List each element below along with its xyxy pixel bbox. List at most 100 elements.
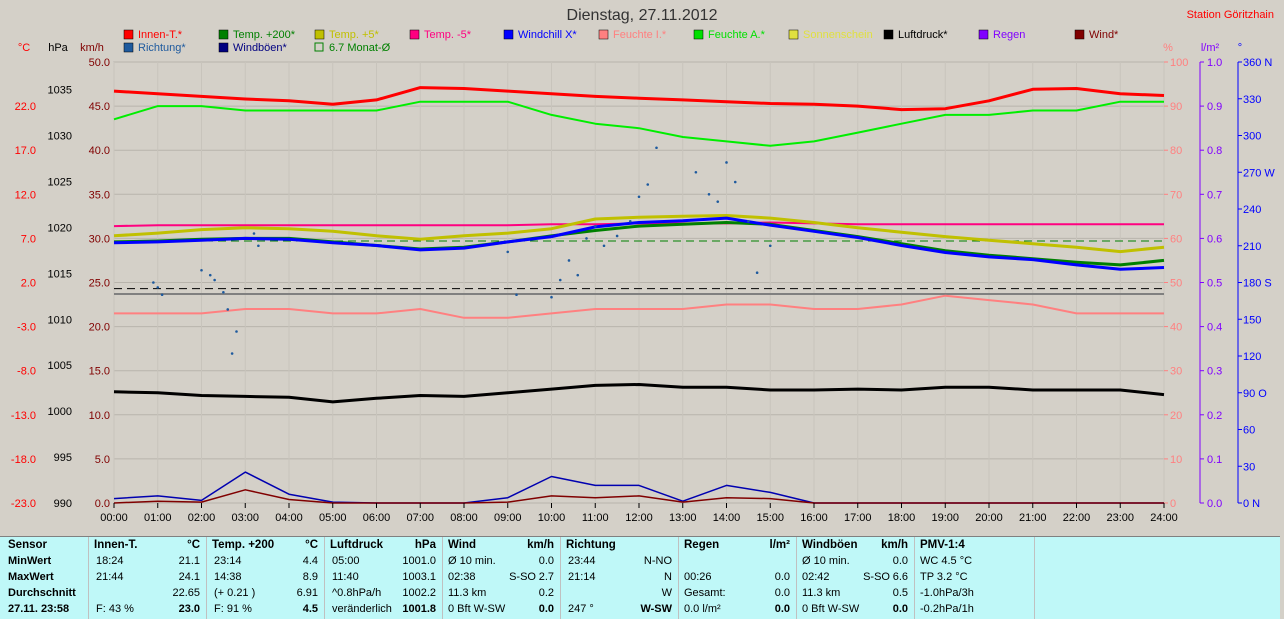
stats-cell: 11.3 km xyxy=(802,587,841,599)
stats-header: Windböen km/h xyxy=(796,537,914,553)
legend-label: Innen-T.* xyxy=(138,29,183,41)
stats-cell: 4.5 xyxy=(302,603,318,615)
rain-axis-label: 0.9 xyxy=(1207,101,1222,113)
x-axis-label: 23:00 xyxy=(1106,512,1134,524)
humidity-axis-label: 60 xyxy=(1170,233,1182,245)
stats-richtung: Richtung 23:44 N-NO 21:14 N W 247 ° W-SW xyxy=(560,537,679,619)
x-axis-label: 18:00 xyxy=(888,512,916,524)
pressure-axis-label: 995 xyxy=(54,452,72,464)
pressure-axis-label: 1015 xyxy=(48,268,72,280)
legend-swatch xyxy=(503,29,514,40)
direction-point xyxy=(200,268,203,272)
x-axis-label: 13:00 xyxy=(669,512,697,524)
stats-header: Luftdruck hPa xyxy=(324,537,442,553)
stats-cell: 8.9 xyxy=(302,571,318,583)
stats-cell: 247 ° xyxy=(568,603,594,615)
humidity-axis-label: 40 xyxy=(1170,322,1182,334)
wind-axis-label: 30.0 xyxy=(89,233,110,245)
direction-axis-label: 210 xyxy=(1243,241,1261,253)
stats-row: 0 Bft W-SW 0.0 xyxy=(442,601,560,617)
stats-cell: 0.0 l/m² xyxy=(684,603,721,615)
x-axis-label: 16:00 xyxy=(800,512,828,524)
stats-row: 05:00 1001.0 xyxy=(324,553,442,569)
direction-axis-label: 90 O xyxy=(1243,388,1267,400)
temp-axis-label: -13.0 xyxy=(11,410,36,422)
x-axis-label: 12:00 xyxy=(625,512,653,524)
humidity-axis-label: 50 xyxy=(1170,278,1182,290)
direction-point xyxy=(567,259,571,262)
station-label: Station Göritzhain xyxy=(1187,9,1274,21)
axis-unit-label: km/h xyxy=(80,42,104,54)
stats-regen: Regen l/m² 00:26 0.0 Gesamt: 0.0 0.0 l/m² 0.0 xyxy=(678,537,797,619)
direction-point xyxy=(755,271,759,275)
x-axis-label: 02:00 xyxy=(188,512,216,524)
humidity-axis-label: 30 xyxy=(1170,366,1182,378)
direction-point xyxy=(226,308,230,311)
direction-point xyxy=(152,281,155,284)
stats-cell: 1001.0 xyxy=(402,555,436,567)
stats-boeen: Windböen km/h Ø 10 min. 0.0 02:42 S-SO 6.6 11.3… xyxy=(796,537,915,619)
stats-innen: Innen-T. °C 18:24 21.1 21:44 24.1 22.65 F: 43 %… xyxy=(88,537,207,619)
pressure-axis-label: 1025 xyxy=(48,176,72,188)
stats-row: 21:44 24.1 xyxy=(88,569,206,585)
stats-cell: 23:14 xyxy=(214,555,242,567)
direction-point xyxy=(747,219,750,223)
legend-label: Temp. +5* xyxy=(329,29,380,41)
stats-cell: Gesamt: xyxy=(684,587,726,599)
legend-label: Temp. +200* xyxy=(233,29,296,41)
stats-cell: N xyxy=(664,571,672,583)
direction-point xyxy=(558,278,562,282)
x-axis-label: 10:00 xyxy=(538,512,566,524)
stats-header-label: Richtung xyxy=(566,539,616,551)
stats-header-label: Regen xyxy=(684,539,720,551)
stats-header-unit: °C xyxy=(187,539,200,551)
direction-point xyxy=(257,244,260,248)
direction-point xyxy=(576,273,580,277)
rain-axis-label: 0.7 xyxy=(1207,189,1222,201)
legend-swatch xyxy=(598,29,609,40)
rain-axis-label: 0.3 xyxy=(1207,366,1222,378)
stats-cell: W xyxy=(661,587,672,599)
stats-header: Richtung xyxy=(560,537,678,553)
stats-header-unit: km/h xyxy=(881,539,908,551)
temp-axis-label: 2.0 xyxy=(21,278,36,290)
stats-row-label: Durchschnitt xyxy=(8,587,76,599)
stats-cell: 23:44 xyxy=(568,555,596,567)
humidity-axis-label: 80 xyxy=(1170,145,1182,157)
legend-label: Windböen* xyxy=(233,42,288,54)
stats-druck: Luftdruck hPa 05:00 1001.0 11:40 1003.1 ^0.8hP… xyxy=(324,537,443,619)
stats-cell: 0.0 xyxy=(538,555,554,567)
pressure-axis-label: 1010 xyxy=(48,314,72,326)
stats-cell: S-SO xyxy=(863,571,890,583)
stats-header-label: Luftdruck xyxy=(330,539,384,551)
stats-cell: 0.0 xyxy=(774,571,790,583)
humidity-axis-label: 70 xyxy=(1170,189,1182,201)
stats-cell: 0.0 xyxy=(774,603,790,615)
stats-row: F: 43 % 23.0 xyxy=(88,601,206,617)
stats-row xyxy=(678,553,796,569)
direction-point xyxy=(602,244,606,248)
direction-point xyxy=(515,293,518,297)
stats-cell: 0.2 xyxy=(538,587,554,599)
stats-cell: Ø 10 min. xyxy=(448,555,496,567)
stats-cell: Ø 10 min. xyxy=(802,555,850,567)
stats-row: 0 Bft W-SW 0.0 xyxy=(796,601,914,617)
humidity-axis-label: 90 xyxy=(1170,101,1182,113)
stats-cell: 0.0 xyxy=(892,555,908,567)
axis-unit-label: l/m² xyxy=(1201,42,1220,54)
stats-temp: Temp. +200 °C 23:14 4.4 14:38 8.9 (+ 0.21 ) 6.9… xyxy=(206,537,325,619)
stats-cell: 11:40 xyxy=(332,571,359,583)
stats-header-unit: °C xyxy=(305,539,318,551)
pressure-axis-label: 1020 xyxy=(48,222,72,234)
stats-cell: 6.6 xyxy=(892,571,908,583)
stats-row: Ø 10 min. 0.0 xyxy=(796,553,914,569)
stats-row: Gesamt: 0.0 xyxy=(678,585,796,601)
stats-row: -0.2hPa/1h xyxy=(914,601,1034,617)
temp-axis-label: 22.0 xyxy=(15,101,36,113)
stats-row: 247 ° W-SW xyxy=(560,601,678,617)
stats-header-unit: l/m² xyxy=(769,539,790,551)
wind-axis-label: 0.0 xyxy=(95,498,110,510)
direction-point xyxy=(725,161,728,164)
stats-header-label: PMV-1:4 xyxy=(920,539,965,551)
x-axis-label: 11:00 xyxy=(582,512,609,524)
